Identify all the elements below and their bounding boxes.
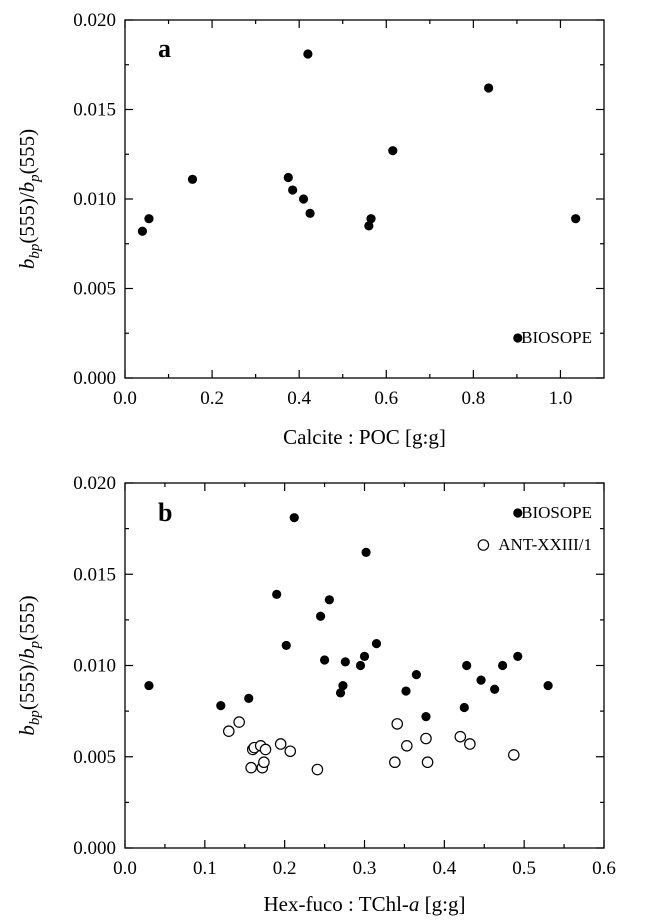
series-biosope — [144, 513, 553, 722]
series-ant-xxiii-1 — [222, 716, 520, 776]
data-point — [311, 763, 324, 776]
data-point — [507, 749, 520, 761]
y-tick-label: 0.015 — [73, 100, 116, 121]
data-point — [338, 680, 348, 691]
data-point — [259, 743, 272, 756]
data-point — [498, 660, 508, 671]
data-point — [284, 745, 297, 758]
data-point — [476, 675, 486, 685]
y-tick-label: 0.000 — [73, 838, 116, 859]
data-point — [421, 712, 431, 722]
data-point — [274, 738, 287, 750]
x-tick-label: 0.0 — [113, 388, 137, 409]
data-point — [144, 680, 154, 691]
data-point — [401, 686, 411, 696]
data-point — [371, 639, 382, 649]
data-point — [324, 595, 334, 605]
data-point — [281, 640, 291, 651]
panel-label: a — [158, 34, 171, 63]
data-point — [454, 730, 467, 743]
data-point — [245, 761, 257, 774]
data-point — [411, 670, 421, 680]
legend-marker — [513, 508, 523, 518]
x-tick-label: 0.3 — [353, 858, 377, 879]
data-point — [283, 172, 293, 183]
x-tick-label: 0.4 — [432, 858, 456, 879]
data-point — [571, 214, 581, 224]
x-tick-label: 0.4 — [287, 388, 311, 409]
data-point — [315, 611, 326, 621]
data-point — [335, 688, 346, 698]
y-tick-label: 0.020 — [73, 473, 116, 494]
legend-marker — [477, 539, 490, 551]
data-point — [187, 174, 198, 184]
x-axis-label: Hex-fuco : TChl-a [g:g] — [264, 892, 466, 916]
data-point — [288, 185, 298, 195]
data-point — [355, 660, 366, 671]
x-tick-label: 0.6 — [592, 858, 616, 879]
data-point — [144, 214, 154, 224]
x-tick-label: 0.5 — [512, 858, 536, 879]
data-point — [216, 701, 226, 711]
data-point — [359, 651, 370, 661]
legend-marker — [513, 333, 523, 343]
data-point — [401, 739, 413, 752]
data-point — [484, 83, 494, 93]
data-point — [233, 716, 245, 728]
data-point — [420, 732, 432, 745]
data-point — [513, 651, 523, 661]
data-point — [272, 589, 282, 599]
x-tick-label: 0.2 — [273, 858, 297, 879]
data-point — [364, 221, 374, 231]
panel-label: b — [158, 498, 172, 527]
data-point — [459, 702, 469, 713]
data-point — [303, 49, 313, 59]
x-tick-label: 0.8 — [461, 388, 485, 409]
data-point — [391, 718, 404, 730]
data-point — [222, 725, 235, 737]
data-point — [305, 208, 315, 218]
x-tick-label: 0.2 — [200, 388, 224, 409]
legend-label: BIOSOPE — [521, 328, 592, 347]
data-point — [137, 226, 148, 236]
data-point — [464, 738, 476, 750]
data-point — [490, 684, 500, 694]
x-tick-label: 0.6 — [374, 388, 398, 409]
data-point — [361, 547, 371, 557]
data-point — [421, 756, 434, 769]
y-tick-label: 0.010 — [73, 189, 116, 210]
legend-label: BIOSOPE — [521, 503, 592, 522]
y-axis-label: bbp(555)/bp(555) — [15, 129, 43, 269]
data-point — [388, 146, 398, 156]
y-tick-label: 0.020 — [73, 10, 116, 31]
data-point — [244, 693, 254, 703]
y-tick-label: 0.005 — [73, 747, 116, 768]
data-point — [289, 513, 299, 523]
data-point — [258, 756, 270, 769]
x-axis-label: Calcite : POC [g:g] — [283, 425, 446, 449]
data-point — [340, 657, 350, 667]
data-point — [319, 655, 330, 665]
x-tick-label: 0.1 — [193, 858, 217, 879]
y-axis-label: bbp(555)/bp(555) — [15, 595, 43, 735]
data-point — [462, 660, 472, 671]
data-point — [389, 756, 401, 769]
x-tick-label: 1.0 — [549, 388, 573, 409]
plot-frame — [124, 19, 605, 379]
y-tick-label: 0.000 — [73, 368, 116, 389]
data-point — [298, 194, 309, 204]
y-tick-label: 0.010 — [73, 656, 116, 677]
series-biosope — [137, 49, 581, 236]
x-tick-label: 0.0 — [113, 858, 137, 879]
data-point — [366, 214, 376, 224]
y-tick-label: 0.005 — [73, 279, 116, 300]
data-point — [543, 680, 553, 691]
legend-label: ANT-XXIII/1 — [498, 535, 592, 554]
panel-b: 0.000 0.005 0.010 0.015 0.020 0.0 0.1 0.2 0.3 0.4… — [15, 473, 616, 916]
panel-a: 0.000 0.005 0.010 0.015 0.020 0.0 0.2 0.4 0.6 0.8… — [15, 10, 605, 449]
y-tick-label: 0.015 — [73, 564, 116, 585]
